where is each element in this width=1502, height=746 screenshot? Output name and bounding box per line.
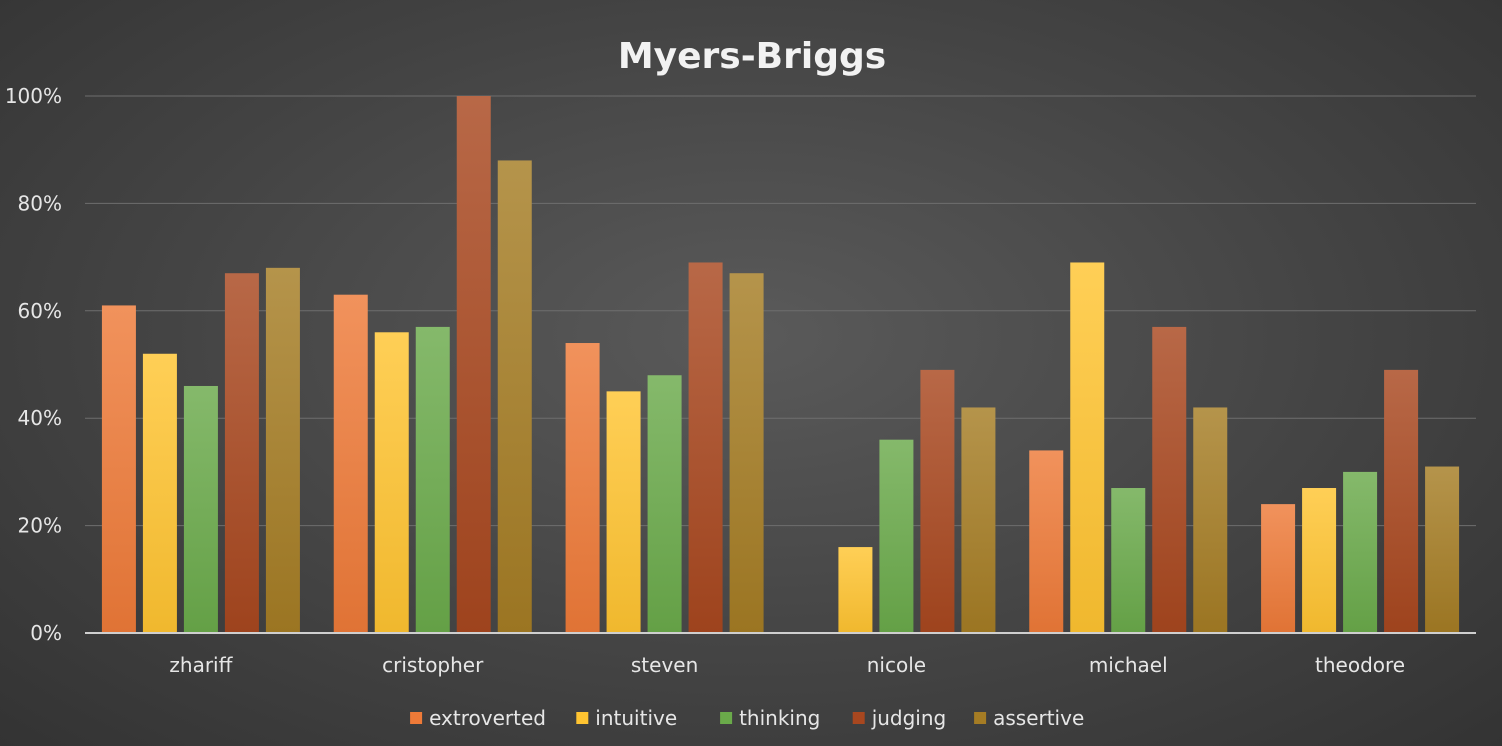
- legend-label: intuitive: [595, 706, 677, 730]
- legend-item-extroverted[interactable]: extroverted: [410, 706, 546, 730]
- bar-extroverted-michael: [1029, 450, 1064, 633]
- legend-label: extroverted: [429, 706, 546, 730]
- category-label-steven: steven: [631, 653, 698, 677]
- y-tick-label: 0%: [30, 621, 62, 645]
- bar-assertive-michael: [1193, 407, 1228, 633]
- bar-assertive-steven: [729, 273, 764, 633]
- category-label-michael: michael: [1089, 653, 1168, 677]
- category-labels: zhariff cristopher steven nicole michael theo…: [169, 653, 1405, 677]
- bar-judging-zhariff: [224, 273, 259, 633]
- bar-extroverted-theodore: [1261, 504, 1296, 633]
- bar-intuitive-nicole: [838, 547, 873, 633]
- bar-judging-nicole: [920, 369, 955, 633]
- bar-thinking-nicole: [879, 439, 914, 633]
- bar-thinking-theodore: [1343, 471, 1378, 633]
- bar-intuitive-michael: [1070, 262, 1105, 633]
- y-tick-label: 100%: [5, 84, 62, 108]
- chart-title: Myers-Briggs: [618, 36, 886, 77]
- category-label-cristopher: cristopher: [382, 653, 484, 677]
- legend-swatch: [974, 712, 987, 724]
- y-tick-label: 60%: [18, 299, 62, 323]
- category-label-zhariff: zhariff: [169, 653, 233, 677]
- legend-item-assertive[interactable]: assertive: [974, 706, 1084, 730]
- bar-assertive-theodore: [1425, 466, 1460, 633]
- bar-thinking-steven: [647, 375, 682, 633]
- bar-extroverted-zhariff: [101, 305, 136, 633]
- bar-intuitive-steven: [606, 391, 641, 633]
- bar-extroverted-steven: [565, 343, 600, 633]
- bar-intuitive-zhariff: [142, 353, 177, 633]
- bar-judging-theodore: [1384, 369, 1419, 633]
- bar-assertive-cristopher: [497, 160, 532, 633]
- legend-swatch: [410, 712, 423, 724]
- bar-extroverted-cristopher: [333, 294, 368, 633]
- bar-intuitive-theodore: [1302, 488, 1337, 633]
- bar-judging-michael: [1152, 326, 1187, 633]
- bar-intuitive-cristopher: [374, 332, 409, 633]
- y-tick-label: 80%: [18, 191, 62, 215]
- y-tick-label: 40%: [18, 406, 62, 430]
- legend[interactable]: extroverted intuitive thinking judging asser…: [410, 706, 1084, 730]
- bar-thinking-michael: [1111, 488, 1146, 633]
- legend-swatch: [852, 712, 865, 724]
- bar-judging-cristopher: [456, 96, 491, 633]
- category-label-nicole: nicole: [867, 653, 926, 677]
- legend-label: thinking: [739, 706, 820, 730]
- y-tick-label: 20%: [18, 514, 62, 538]
- legend-item-thinking[interactable]: thinking: [720, 706, 820, 730]
- bar-judging-steven: [688, 262, 723, 633]
- legend-item-intuitive[interactable]: intuitive: [576, 706, 677, 730]
- bar-assertive-zhariff: [265, 267, 300, 633]
- grid-lines: [85, 95, 1476, 527]
- legend-swatch: [720, 712, 733, 724]
- category-label-theodore: theodore: [1315, 653, 1405, 677]
- bar-thinking-zhariff: [183, 385, 218, 633]
- y-axis-ticks: 0% 20% 40% 60% 80% 100%: [5, 84, 62, 645]
- bar-thinking-cristopher: [415, 326, 450, 633]
- legend-label: assertive: [993, 706, 1084, 730]
- legend-swatch: [576, 712, 589, 724]
- legend-label: judging: [871, 706, 947, 730]
- legend-item-judging[interactable]: judging: [852, 706, 947, 730]
- bars: [101, 96, 1460, 633]
- bar-assertive-nicole: [961, 407, 996, 633]
